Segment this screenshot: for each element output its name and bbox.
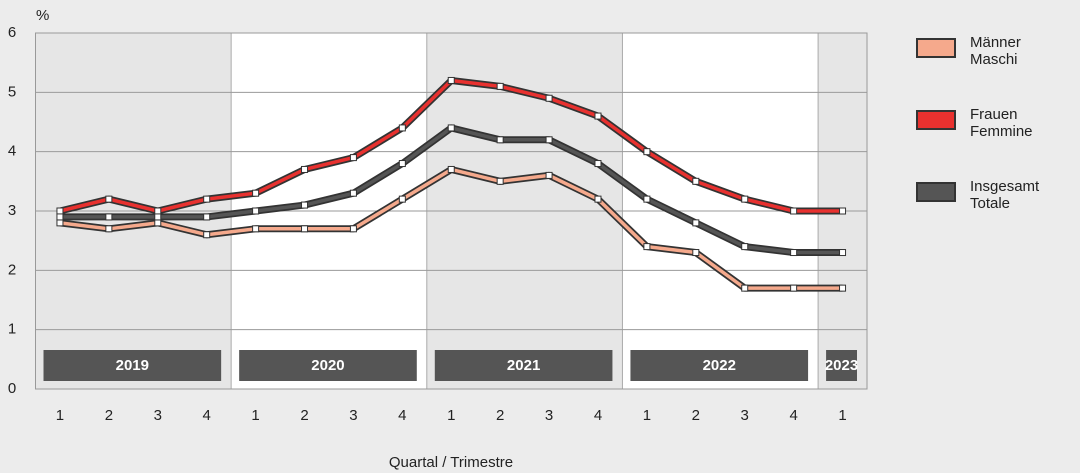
year-box	[43, 350, 222, 381]
legend-swatch	[916, 110, 956, 130]
point-marker	[692, 219, 700, 227]
point-marker	[692, 249, 700, 257]
point-marker	[496, 177, 504, 185]
point-marker	[154, 207, 162, 215]
legend-swatch	[916, 182, 956, 202]
year-label: 2022	[703, 357, 736, 374]
legend-item: Insgesamt Totale	[916, 178, 1076, 250]
point-marker	[203, 195, 211, 203]
point-marker	[252, 225, 260, 233]
point-marker	[203, 231, 211, 239]
y-tick-label: 4	[8, 143, 16, 160]
legend-item: Frauen Femmine	[916, 106, 1076, 178]
legend: Männer Maschi Frauen Femmine Insgesamt Tot…	[916, 34, 1076, 250]
point-marker	[252, 207, 260, 215]
point-marker	[154, 213, 162, 221]
point-marker	[741, 284, 749, 292]
year-box	[434, 350, 613, 381]
x-axis-label: Quartal / Trimestre	[389, 454, 513, 471]
point-marker	[301, 225, 309, 233]
y-tick-label: 6	[8, 24, 16, 41]
x-tick-label: 2	[692, 407, 700, 424]
point-marker	[741, 195, 749, 203]
year-box	[239, 350, 417, 381]
point-marker	[203, 213, 211, 221]
point-marker	[56, 219, 64, 227]
point-marker	[154, 219, 162, 227]
point-marker	[349, 154, 357, 162]
year-box	[630, 350, 809, 381]
x-tick-label: 4	[398, 407, 406, 424]
point-marker	[252, 189, 260, 197]
y-tick-label: 1	[8, 321, 16, 338]
point-marker	[839, 284, 847, 292]
legend-label: Insgesamt Totale	[970, 178, 1040, 212]
point-marker	[105, 213, 113, 221]
x-tick-label: 4	[789, 407, 797, 424]
point-marker	[643, 148, 651, 156]
point-marker	[301, 165, 309, 173]
point-marker	[56, 207, 64, 215]
point-marker	[301, 201, 309, 209]
point-marker	[447, 76, 455, 84]
point-marker	[105, 195, 113, 203]
point-marker	[349, 225, 357, 233]
x-tick-label: 1	[643, 407, 651, 424]
point-marker	[447, 124, 455, 132]
point-marker	[545, 136, 553, 144]
point-marker	[839, 249, 847, 257]
x-tick-label: 2	[496, 407, 504, 424]
point-marker	[398, 160, 406, 168]
x-tick-label: 1	[251, 407, 259, 424]
point-marker	[545, 94, 553, 102]
point-marker	[398, 195, 406, 203]
point-marker	[741, 243, 749, 251]
year-label: 2023	[825, 357, 858, 374]
x-tick-label: 3	[741, 407, 749, 424]
point-marker	[594, 160, 602, 168]
x-tick-label: 3	[349, 407, 357, 424]
point-marker	[56, 213, 64, 221]
year-label: 2019	[116, 357, 149, 374]
x-tick-label: 1	[447, 407, 455, 424]
y-tick-label: 5	[8, 83, 16, 100]
point-marker	[398, 124, 406, 132]
point-marker	[790, 207, 798, 215]
x-tick-label: 4	[594, 407, 602, 424]
year-label: 2020	[311, 357, 344, 374]
x-tick-label: 4	[203, 407, 211, 424]
point-marker	[643, 195, 651, 203]
x-tick-label: 1	[838, 407, 846, 424]
legend-swatch	[916, 38, 956, 58]
legend-label: Männer Maschi	[970, 34, 1021, 68]
y-unit: %	[36, 7, 49, 24]
legend-label: Frauen Femmine	[970, 106, 1033, 140]
year-box	[826, 350, 857, 381]
point-marker	[692, 177, 700, 185]
point-marker	[496, 136, 504, 144]
point-marker	[643, 243, 651, 251]
point-marker	[349, 189, 357, 197]
point-marker	[790, 284, 798, 292]
y-tick-label: 0	[8, 380, 16, 397]
x-tick-label: 2	[300, 407, 308, 424]
x-tick-label: 1	[56, 407, 64, 424]
point-marker	[839, 207, 847, 215]
y-tick-label: 2	[8, 261, 16, 278]
point-marker	[105, 225, 113, 233]
x-tick-label: 3	[545, 407, 553, 424]
x-tick-label: 2	[105, 407, 113, 424]
point-marker	[790, 249, 798, 257]
point-marker	[545, 171, 553, 179]
x-tick-label: 3	[154, 407, 162, 424]
legend-item: Männer Maschi	[916, 34, 1076, 106]
y-tick-label: 3	[8, 202, 16, 219]
point-marker	[594, 112, 602, 120]
point-marker	[447, 165, 455, 173]
chart: % Quartal / Trimestre 2019 2020 2021 2022 20…	[8, 7, 868, 471]
point-marker	[594, 195, 602, 203]
point-marker	[496, 82, 504, 90]
year-label: 2021	[507, 357, 540, 374]
